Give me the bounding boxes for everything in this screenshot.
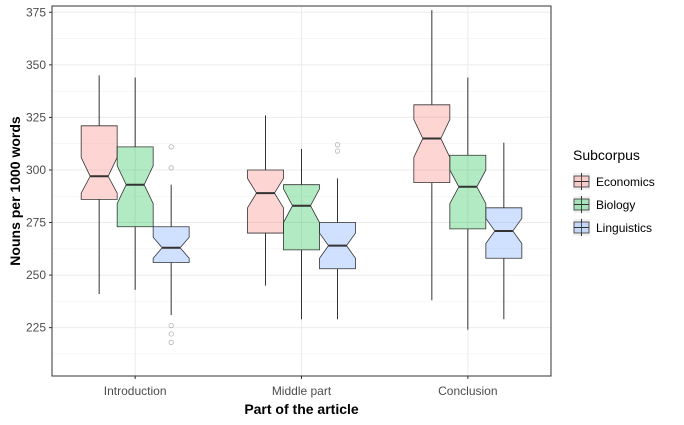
y-tick-label: 325 bbox=[26, 110, 46, 124]
y-tick-label: 375 bbox=[26, 5, 46, 19]
box-linguistics-middle-part bbox=[319, 142, 356, 320]
notched-box bbox=[283, 184, 320, 251]
outlier-point bbox=[334, 148, 341, 154]
legend-label: Economics bbox=[596, 175, 655, 189]
box-linguistics-conclusion bbox=[485, 142, 523, 320]
outlier-point bbox=[334, 142, 341, 148]
box-linguistics-introduction bbox=[152, 144, 190, 345]
x-axis-title: Part of the article bbox=[244, 401, 359, 417]
legend-label: Linguistics bbox=[596, 221, 652, 235]
box-economics-middle-part bbox=[247, 115, 284, 286]
legend-label: Biology bbox=[596, 198, 635, 212]
legend-item-biology: Biology bbox=[573, 196, 635, 213]
legend-title: Subcorpus bbox=[573, 147, 640, 163]
outlier-point bbox=[168, 322, 174, 329]
outlier-point bbox=[168, 339, 174, 345]
y-axis-title: Nouns per 1000 words bbox=[7, 116, 23, 266]
outlier-point bbox=[168, 144, 174, 150]
box-economics-conclusion bbox=[413, 10, 451, 301]
outlier-point bbox=[168, 165, 174, 171]
notched-box bbox=[152, 226, 190, 263]
notched-box bbox=[413, 104, 451, 183]
x-tick-label: Conclusion bbox=[438, 384, 497, 398]
notched-box bbox=[80, 125, 118, 200]
y-tick-label: 300 bbox=[26, 163, 46, 177]
notched-box bbox=[449, 154, 487, 230]
box-biology-middle-part bbox=[283, 148, 320, 320]
notched-box bbox=[247, 169, 284, 234]
x-tick-label: Middle part bbox=[272, 384, 332, 398]
notched-box bbox=[485, 207, 523, 259]
y-tick-label: 250 bbox=[26, 268, 46, 282]
outlier-point bbox=[168, 331, 174, 337]
y-tick-label: 350 bbox=[26, 58, 46, 72]
x-tick-label: Introduction bbox=[104, 384, 167, 398]
legend-item-linguistics: Linguistics bbox=[573, 219, 652, 236]
x-axis: Introduction Middle part Conclusion bbox=[104, 376, 498, 398]
box-biology-conclusion bbox=[449, 77, 487, 330]
y-axis: 225 250 275 300 325 350 375 bbox=[26, 5, 52, 335]
legend-item-economics: Economics bbox=[573, 173, 655, 190]
box-economics-introduction bbox=[80, 75, 118, 295]
boxes bbox=[80, 10, 523, 345]
y-tick-label: 275 bbox=[26, 216, 46, 230]
legend: Subcorpus Economics Biology Linguistics bbox=[573, 147, 655, 236]
y-tick-label: 225 bbox=[26, 321, 46, 335]
